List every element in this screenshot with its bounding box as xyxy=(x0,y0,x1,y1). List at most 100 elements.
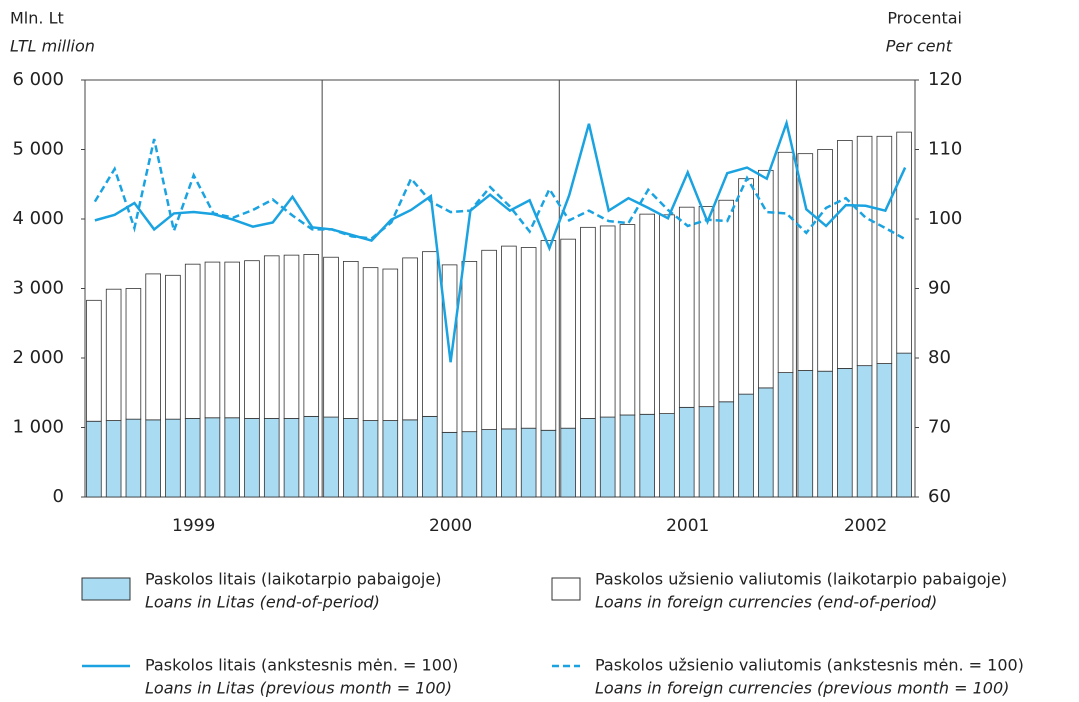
bar xyxy=(382,268,399,421)
bar xyxy=(165,418,181,498)
y-tick-label: 4 000 xyxy=(12,208,64,229)
bar xyxy=(283,254,300,419)
bar xyxy=(580,418,596,498)
bar xyxy=(817,149,833,372)
y-tick-label: 5 000 xyxy=(12,139,64,160)
bar xyxy=(125,288,142,420)
bar xyxy=(145,419,161,498)
bar xyxy=(501,245,517,430)
bar xyxy=(263,255,280,419)
bar xyxy=(343,418,359,498)
line-series xyxy=(93,138,906,241)
bar xyxy=(599,225,616,418)
bar xyxy=(777,372,794,498)
y-axis-label: Mln. Lt xyxy=(10,9,64,28)
bar xyxy=(738,178,754,395)
bar xyxy=(560,238,576,429)
bar xyxy=(540,429,557,498)
bar xyxy=(639,213,655,415)
bar xyxy=(244,260,260,419)
y2-tick-label: 90 xyxy=(928,278,951,299)
legend-label: Paskolos litais (ankstesnis mėn. = 100) xyxy=(145,656,458,675)
y-tick-label: 2 000 xyxy=(12,347,64,368)
y-tick-label: 0 xyxy=(53,486,64,507)
bar xyxy=(896,131,912,354)
y2-tick-label: 120 xyxy=(928,69,962,90)
y-axis-label-en: LTL million xyxy=(10,37,95,56)
bar xyxy=(303,254,320,417)
bar xyxy=(303,415,320,498)
bar xyxy=(441,431,458,498)
legend-label-en: Loans in Litas (previous month = 100) xyxy=(145,679,452,698)
y-tick-label: 1 000 xyxy=(12,417,64,438)
bar xyxy=(362,420,379,498)
legend-label-en: Loans in Litas (end-of-period) xyxy=(145,593,380,612)
y-tick-label: 6 000 xyxy=(12,69,64,90)
line-series xyxy=(94,118,907,363)
legend-label-en: Loans in foreign currencies (end-of-peri… xyxy=(595,593,937,612)
bar xyxy=(501,428,517,498)
bar xyxy=(718,401,735,498)
bar xyxy=(698,206,715,408)
bar xyxy=(145,273,161,421)
x-tick-label: 2000 xyxy=(429,516,472,536)
y-tick-label: 3 000 xyxy=(12,278,64,299)
legend-label: Paskolos užsienio valiutomis (laikotarpi… xyxy=(595,570,1007,589)
bar xyxy=(184,263,201,419)
y2-tick-label: 60 xyxy=(928,486,951,507)
bar xyxy=(856,135,873,367)
bar xyxy=(520,247,537,429)
bar xyxy=(461,431,478,498)
bar xyxy=(639,413,655,498)
legend-swatch xyxy=(551,577,581,601)
bar xyxy=(520,427,537,498)
y2-tick-label: 70 xyxy=(928,417,951,438)
bar xyxy=(619,414,636,498)
bar xyxy=(184,418,201,498)
bar xyxy=(165,274,181,420)
bar xyxy=(856,365,873,498)
bar xyxy=(777,151,794,373)
bar xyxy=(481,249,497,430)
bar xyxy=(599,416,616,498)
bar xyxy=(659,214,675,415)
bar xyxy=(224,417,240,498)
bar xyxy=(481,429,497,498)
legend-label-en: Loans in foreign currencies (previous mo… xyxy=(595,679,1009,698)
bar xyxy=(659,413,675,498)
bar xyxy=(125,418,142,498)
bar xyxy=(362,267,379,421)
bar xyxy=(204,261,221,419)
legend-label: Paskolos užsienio valiutomis (ankstesnis… xyxy=(595,656,1024,675)
legend-label: Paskolos litais (laikotarpio pabaigoje) xyxy=(145,570,441,589)
bar xyxy=(797,153,814,371)
bar xyxy=(422,251,438,417)
bar xyxy=(580,226,596,419)
bar xyxy=(876,135,893,364)
bar xyxy=(678,406,695,498)
bar xyxy=(758,169,774,389)
bar xyxy=(876,363,893,498)
y2-axis-label: Procentai xyxy=(887,9,962,28)
bar xyxy=(86,299,102,422)
bar xyxy=(343,260,359,419)
bar xyxy=(817,370,833,498)
bar xyxy=(461,260,478,433)
y2-tick-label: 100 xyxy=(928,208,962,229)
bar xyxy=(323,256,339,418)
bar xyxy=(224,261,240,419)
bar xyxy=(837,368,853,498)
bar xyxy=(283,418,300,498)
bar xyxy=(402,257,418,421)
legend-swatch xyxy=(81,577,131,601)
bar xyxy=(619,224,636,416)
bar xyxy=(86,420,102,498)
bar xyxy=(837,140,853,369)
bar xyxy=(896,352,912,498)
bar xyxy=(540,240,557,431)
bar xyxy=(244,418,260,498)
bar xyxy=(758,387,774,498)
bar xyxy=(678,206,695,408)
bar xyxy=(738,393,754,498)
